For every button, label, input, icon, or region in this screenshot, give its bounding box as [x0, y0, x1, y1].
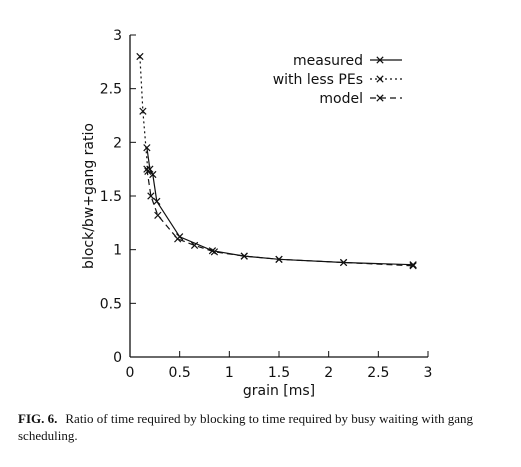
marker-stroke: [143, 165, 151, 173]
data-point-model: [147, 192, 155, 200]
marker-stroke: [339, 258, 348, 267]
data-point-model: [154, 211, 162, 219]
y-tick-label: 3: [113, 28, 122, 44]
y-axis-label: block/bw+gang ratio: [81, 123, 97, 269]
legend-item-measured: measured: [293, 53, 402, 69]
data-point-model: [143, 165, 151, 173]
marker-stroke: [147, 192, 155, 200]
data-point-with-less-pes: [136, 52, 144, 61]
y-tick-label: 1: [113, 243, 122, 259]
data-point-measured: [153, 197, 161, 205]
series-line-measured: [146, 147, 414, 266]
marker-stroke: [275, 255, 283, 263]
legend-item-model: model: [319, 91, 402, 107]
figure-caption: FIG. 6. Ratio of time required by blockin…: [18, 410, 508, 444]
data-point-model: [190, 241, 199, 249]
y-tick-label: 0: [113, 350, 122, 366]
y-tick-label: 2.5: [100, 82, 122, 98]
x-tick-label: 3: [424, 365, 433, 381]
data-point-model: [339, 258, 348, 267]
legend-marker-model: [376, 94, 384, 102]
chart: 0 0.5 1 1.5 2 2.5 3 0 0.5 1 1.5 2 2.5 3 measured with …: [81, 28, 433, 399]
legend-label-model: model: [319, 91, 363, 107]
x-tick-label: 2.5: [367, 365, 389, 381]
data-point-measured: [143, 144, 151, 152]
series-line-model: [146, 169, 414, 267]
legend-label-measured: measured: [293, 53, 363, 69]
series-model: [143, 165, 417, 270]
legend-marker-with-less-pes: [376, 75, 384, 83]
marker-stroke: [136, 52, 144, 61]
marker-stroke: [154, 211, 162, 219]
marker-stroke: [409, 261, 417, 269]
x-tick-label: 0: [126, 365, 135, 381]
marker-stroke: [190, 241, 199, 249]
marker-stroke: [139, 107, 147, 115]
marker-stroke: [144, 167, 152, 175]
marker-stroke: [174, 235, 182, 243]
x-tick-label: 1.5: [268, 365, 290, 381]
x-tick-label: 0.5: [169, 365, 191, 381]
data-point-with-less-pes: [139, 107, 147, 115]
caption-text: Ratio of time required by blocking to ti…: [18, 411, 473, 443]
data-point-model: [174, 235, 182, 243]
data-point-measured: [149, 170, 157, 179]
data-point-model: [210, 248, 219, 256]
marker-stroke: [153, 197, 161, 205]
marker-stroke: [149, 170, 157, 179]
legend: measured with less PEs model: [273, 53, 402, 107]
series-measured: [143, 144, 417, 269]
series-layer: [136, 52, 417, 270]
marker-stroke: [376, 75, 384, 83]
y-tick-label: 1.5: [100, 189, 122, 205]
y-tick-label: 2: [113, 135, 122, 151]
data-point-measured: [409, 261, 417, 269]
marker-stroke: [409, 262, 417, 270]
marker-stroke: [376, 56, 384, 64]
legend-label-with-less-pes: with less PEs: [273, 72, 363, 88]
x-axis-label: grain [ms]: [243, 383, 315, 399]
data-point-model: [275, 255, 283, 263]
data-point-with-less-pes: [144, 167, 152, 175]
marker-stroke: [376, 94, 384, 102]
legend-marker-measured: [376, 56, 384, 64]
x-tick-label: 2: [324, 365, 333, 381]
data-point-model: [240, 252, 248, 260]
axes: 0 0.5 1 1.5 2 2.5 3 0 0.5 1 1.5 2 2.5 3: [100, 28, 433, 381]
marker-stroke: [143, 144, 151, 152]
y-tick-label: 0.5: [100, 296, 122, 312]
marker-stroke: [240, 252, 248, 260]
legend-item-with-less-pes: with less PEs: [273, 72, 402, 88]
series-with-less-pes: [136, 52, 152, 175]
caption-label: FIG. 6.: [18, 411, 58, 426]
series-line-with-less-pes: [139, 56, 149, 172]
marker-stroke: [210, 248, 219, 256]
x-tick-label: 1: [225, 365, 234, 381]
data-point-model: [409, 262, 417, 270]
